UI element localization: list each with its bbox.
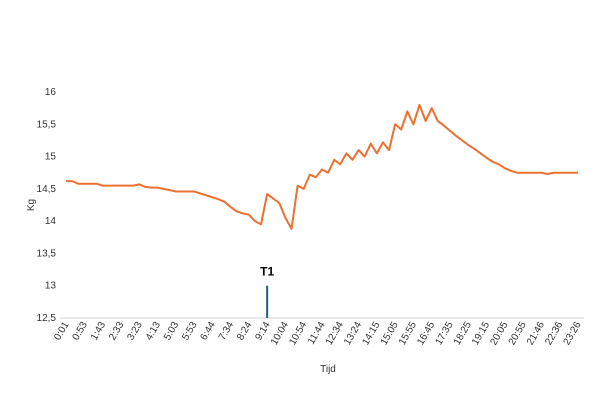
y-tick-label: 13,5 [37, 248, 57, 259]
x-tick-label: 23:26 [562, 320, 584, 348]
x-tick-label: 1:43 [89, 320, 108, 343]
x-tick-label: 5:03 [162, 320, 181, 343]
y-tick-label: 13 [45, 281, 57, 292]
x-tick-label: 7:34 [217, 320, 236, 343]
x-tick-label: 5:53 [180, 320, 199, 343]
x-tick-label: 4:13 [144, 320, 163, 343]
y-tick-label: 15,5 [37, 119, 57, 130]
x-tick-label: 8:24 [235, 320, 254, 343]
y-tick-label: 14,5 [37, 184, 57, 195]
y-tick-label: 15 [45, 152, 57, 163]
annotation-label: T1 [260, 265, 274, 279]
x-tick-label: 0:53 [71, 320, 90, 343]
x-tick-label: 2:33 [107, 320, 126, 343]
x-tick-label: 6:44 [199, 320, 218, 343]
y-tick-label: 14 [45, 216, 57, 227]
x-axis-label: Tijd [320, 364, 336, 375]
x-tick-label: 3:23 [125, 320, 144, 343]
y-tick-label: 16 [45, 87, 57, 98]
y-tick-label: 12,5 [37, 313, 57, 324]
x-tick-label: 10:54 [287, 320, 309, 348]
y-axis-label: Kg [26, 199, 37, 211]
data-line [66, 103, 578, 230]
